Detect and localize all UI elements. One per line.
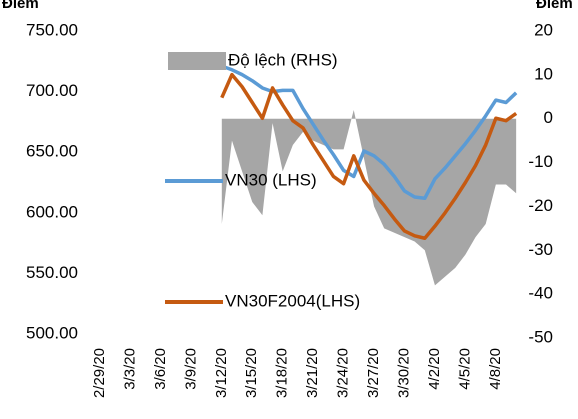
y-tick-label: 600.00 — [26, 202, 78, 221]
x-tick-label: 3/24/20 — [335, 348, 352, 398]
y-tick-label: 500.00 — [26, 323, 78, 342]
legend-label: VN30F2004(LHS) — [225, 291, 360, 310]
area — [221, 109, 517, 286]
x-tick-label: 3/18/20 — [274, 348, 291, 398]
y2-axis-title: Điểm — [536, 0, 573, 12]
x-tick-label: 3/30/20 — [395, 348, 412, 398]
y2-tick-label: -50 — [528, 327, 553, 346]
x-tick-label: 3/6/20 — [152, 348, 169, 390]
x-tick-label: 4/5/20 — [456, 348, 473, 390]
x-tick-label: 3/12/20 — [213, 348, 230, 398]
y2-tick-label: -40 — [528, 284, 553, 303]
y2-tick-label: -30 — [528, 240, 553, 259]
y2-tick-label: 0 — [544, 108, 553, 127]
y-tick-label: 750.00 — [26, 20, 78, 39]
x-tick-label: 3/9/20 — [182, 348, 199, 390]
legend-label: VN30 (LHS) — [225, 170, 317, 189]
x-tick-label: 3/27/20 — [365, 348, 382, 398]
y-tick-label: 650.00 — [26, 142, 78, 161]
legend-swatch — [168, 52, 226, 70]
y-axis-title: Điểm — [2, 0, 39, 12]
x-tick-label: 4/2/20 — [426, 348, 443, 390]
y-tick-label: 700.00 — [26, 81, 78, 100]
x-tick-label: 4/8/20 — [487, 348, 504, 390]
x-tick-label: 3/15/20 — [243, 348, 260, 398]
y2-tick-label: -10 — [528, 152, 553, 171]
y2-tick-label: 20 — [534, 20, 553, 39]
y2-tick-label: 10 — [534, 64, 553, 83]
y2-tick-label: -20 — [528, 196, 553, 215]
line — [220, 72, 518, 241]
x-tick-label: 3/3/20 — [121, 348, 138, 390]
x-tick-label: 3/21/20 — [304, 348, 321, 398]
y-tick-label: 550.00 — [26, 263, 78, 282]
legend-label: Độ lệch (RHS) — [228, 50, 338, 69]
x-tick-label: 2/29/20 — [91, 348, 108, 398]
